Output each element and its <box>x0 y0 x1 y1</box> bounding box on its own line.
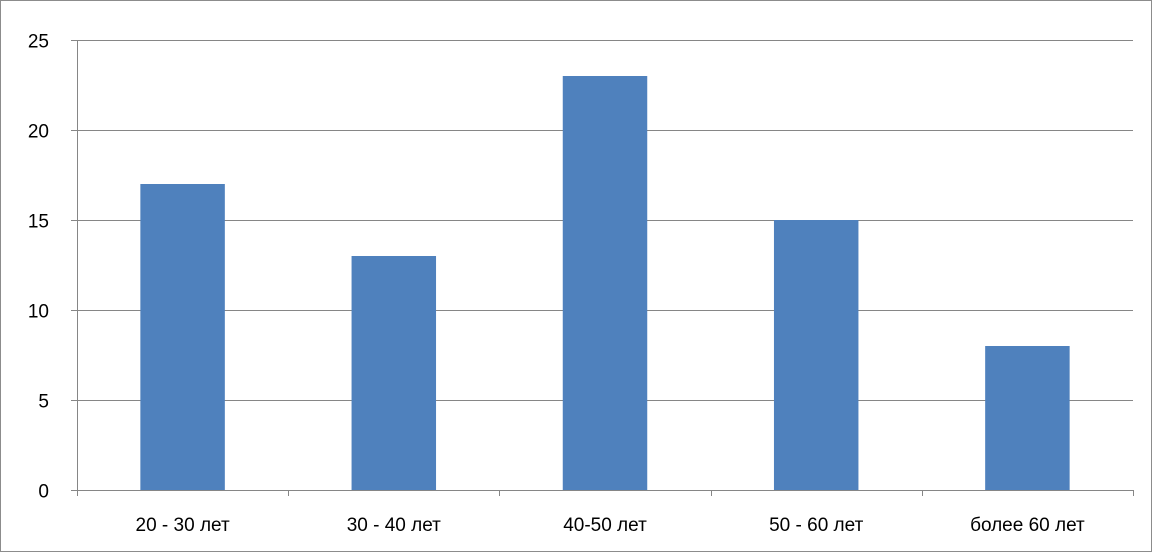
bar <box>140 184 225 490</box>
y-tick-label: 15 <box>28 212 49 233</box>
y-tick-label: 20 <box>28 122 49 143</box>
y-tick-label: 25 <box>28 32 49 53</box>
bar <box>562 76 648 490</box>
bar <box>985 346 1070 490</box>
y-tick-label: 10 <box>28 302 49 323</box>
bar <box>351 256 437 490</box>
bars <box>140 76 1070 490</box>
bar <box>773 220 859 490</box>
x-tick-label: 20 - 30 лет <box>136 515 230 536</box>
x-tick-label: более 60 лет <box>970 515 1085 536</box>
tick-labels: 0 5 10 15 20 25 20 - 30 лет 30 - 40 лет 40-50 ле… <box>28 32 1085 537</box>
x-tick-label: 40-50 лет <box>563 515 647 536</box>
y-tick-label: 0 <box>38 482 49 503</box>
x-tick-label: 50 - 60 лет <box>769 515 863 536</box>
axes <box>71 40 1134 496</box>
y-tick-label: 5 <box>38 392 49 413</box>
x-tick-label: 30 - 40 лет <box>347 515 441 536</box>
